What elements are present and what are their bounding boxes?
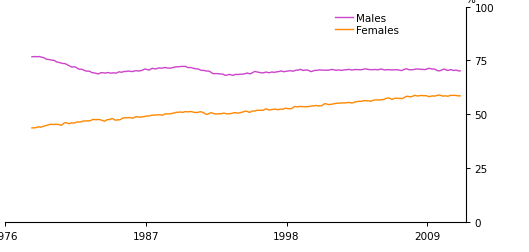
Females: [165, 113, 171, 116]
Males: [372, 69, 378, 72]
Females: [457, 95, 463, 98]
Males: [177, 66, 183, 69]
Females: [216, 113, 223, 116]
Males: [118, 72, 125, 75]
Males: [29, 56, 35, 59]
Females: [370, 100, 376, 103]
Males: [166, 67, 172, 70]
Females: [436, 94, 442, 97]
Females: [117, 119, 123, 122]
Line: Males: Males: [32, 57, 460, 76]
Text: %: %: [466, 0, 476, 5]
Males: [457, 70, 463, 73]
Males: [35, 56, 41, 59]
Females: [29, 127, 35, 130]
Legend: Males, Females: Males, Females: [333, 13, 400, 37]
Females: [49, 123, 56, 127]
Males: [50, 59, 57, 62]
Females: [176, 111, 182, 114]
Males: [223, 75, 229, 78]
Line: Females: Females: [32, 96, 460, 129]
Males: [217, 73, 224, 76]
